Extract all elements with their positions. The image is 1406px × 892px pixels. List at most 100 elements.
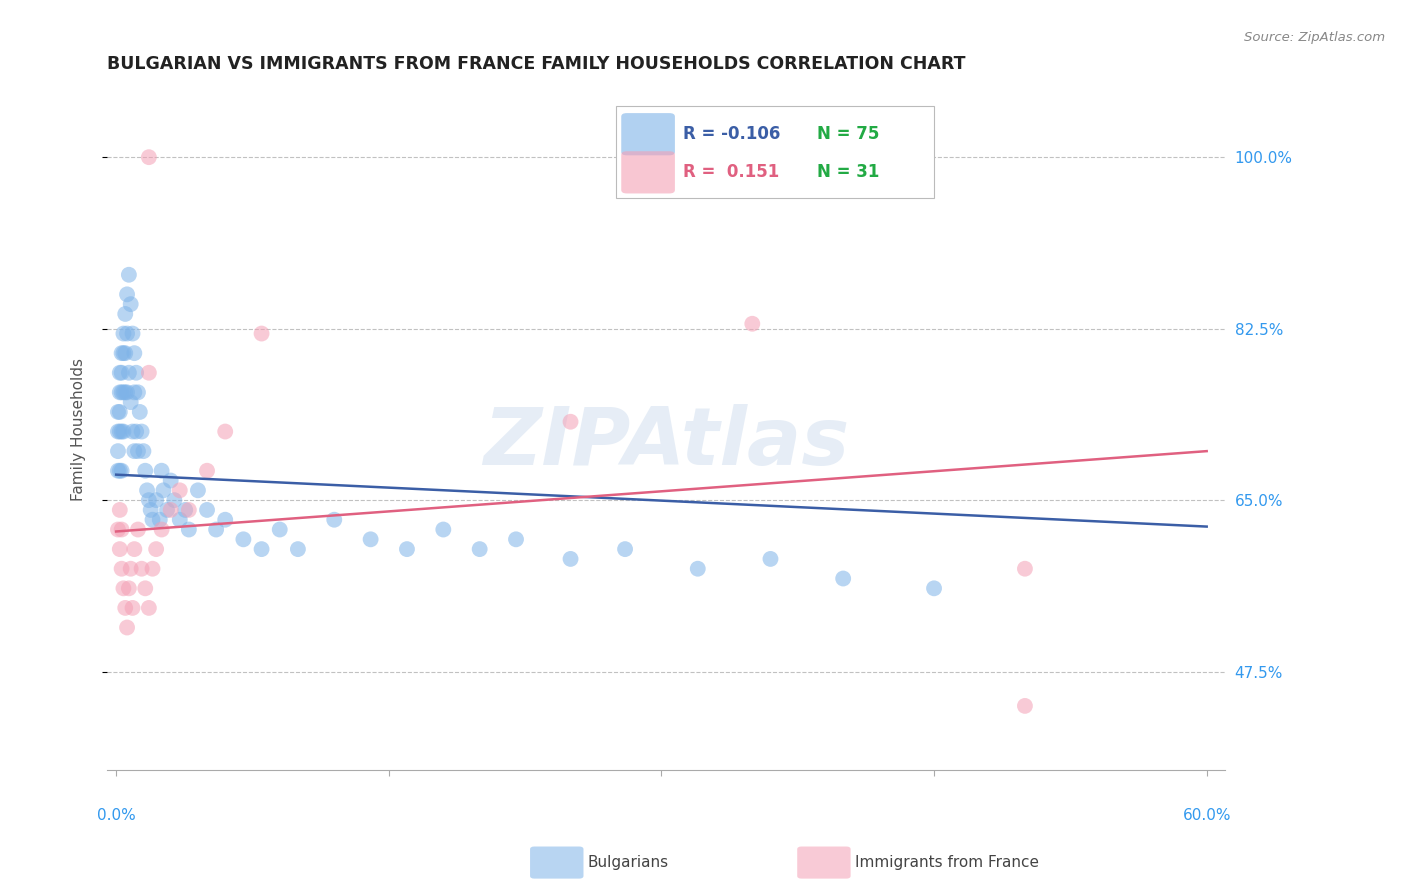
Point [177,523,200,537]
Point [112,385,135,400]
Point [205,523,228,537]
Point [131,425,153,439]
Point [138,601,160,615]
Point [121,425,143,439]
Point [108,405,131,419]
Point [107,444,129,458]
Point [138,366,160,380]
Text: BULGARIAN VS IMMIGRANTS FROM FRANCE FAMILY HOUSEHOLDS CORRELATION CHART: BULGARIAN VS IMMIGRANTS FROM FRANCE FAMI… [107,55,966,73]
Point [214,513,236,527]
Point [110,385,132,400]
Point [136,483,159,498]
Point [159,474,181,488]
FancyBboxPatch shape [621,113,675,155]
Point [145,542,167,557]
Point [120,395,142,409]
Text: N = 75: N = 75 [817,125,879,144]
Point [108,464,131,478]
Point [127,523,149,537]
Point [139,503,162,517]
Point [159,503,181,517]
Point [922,582,945,596]
Point [614,542,637,557]
Point [110,464,132,478]
Point [110,562,132,576]
Point [110,523,132,537]
Point [112,425,135,439]
Point [121,326,143,341]
Point [108,503,131,517]
Point [108,425,131,439]
Point [145,493,167,508]
Text: 60.0%: 60.0% [1182,808,1230,823]
Point [127,444,149,458]
Point [250,542,273,557]
Point [250,326,273,341]
Point [107,523,129,537]
Point [125,425,148,439]
Point [110,425,132,439]
Point [120,562,142,576]
Point [118,268,141,282]
Point [127,385,149,400]
Point [149,513,172,527]
Point [124,542,146,557]
Point [110,366,132,380]
Point [124,385,146,400]
Point [132,444,155,458]
Point [120,297,142,311]
Point [112,346,135,360]
Point [110,346,132,360]
Point [232,533,254,547]
Point [1014,562,1036,576]
Point [150,523,173,537]
Text: ZIPAtlas: ZIPAtlas [482,404,849,482]
Point [134,582,156,596]
Point [174,503,197,517]
Text: Bulgarians: Bulgarians [588,855,669,870]
Point [832,572,855,586]
Text: R =  0.151: R = 0.151 [683,163,779,181]
Point [287,542,309,557]
Point [468,542,491,557]
Point [134,464,156,478]
Point [163,493,186,508]
Point [195,503,218,517]
Point [141,513,163,527]
Point [138,493,160,508]
Point [121,601,143,615]
Point [269,523,291,537]
Point [108,366,131,380]
Point [138,150,160,164]
Point [128,405,150,419]
Point [108,385,131,400]
Point [114,601,136,615]
Text: 0.0%: 0.0% [97,808,135,823]
Point [323,513,346,527]
Point [118,366,141,380]
Point [115,620,138,634]
Text: N = 31: N = 31 [817,163,879,181]
Point [112,326,135,341]
Point [432,523,454,537]
FancyBboxPatch shape [621,152,675,194]
Point [187,483,209,498]
Point [152,483,174,498]
Point [741,317,763,331]
Point [124,444,146,458]
Point [505,533,527,547]
Point [118,582,141,596]
Point [107,464,129,478]
Point [107,425,129,439]
Point [560,415,582,429]
Text: Immigrants from France: Immigrants from France [855,855,1039,870]
Point [195,464,218,478]
Point [115,326,138,341]
Point [560,552,582,566]
Point [360,533,382,547]
Point [686,562,709,576]
Point [177,503,200,517]
Point [107,405,129,419]
Point [114,346,136,360]
Point [169,513,191,527]
